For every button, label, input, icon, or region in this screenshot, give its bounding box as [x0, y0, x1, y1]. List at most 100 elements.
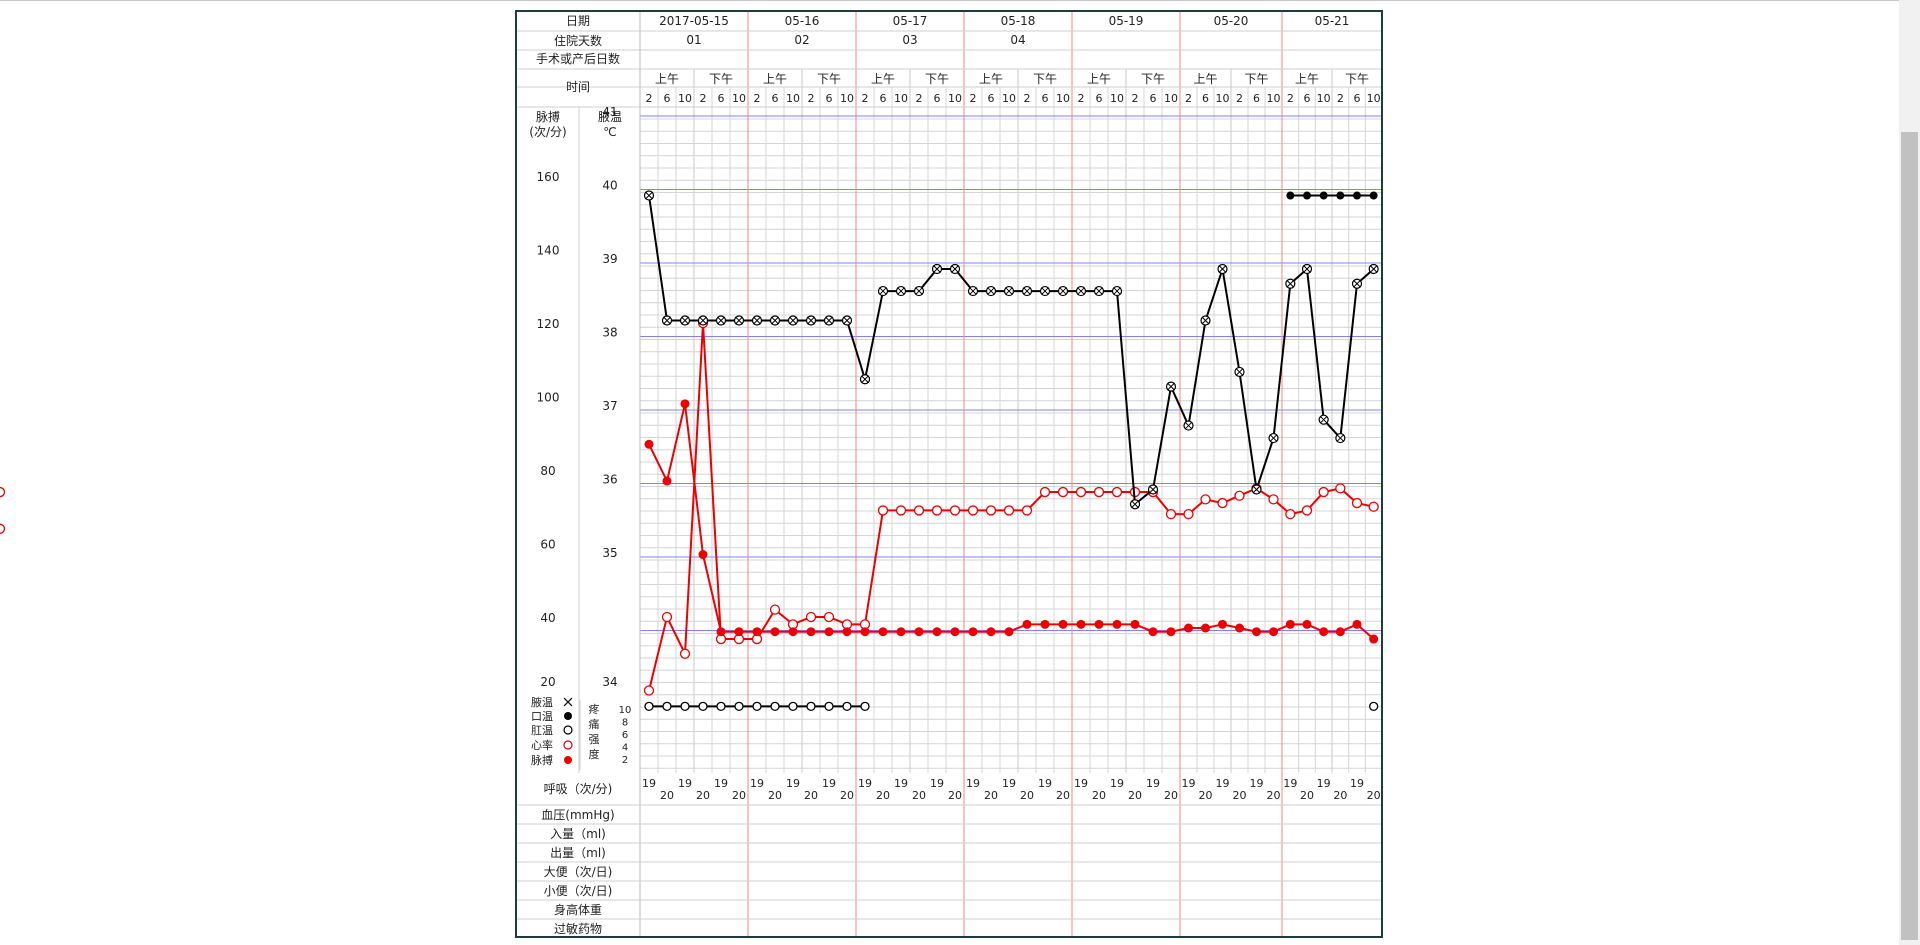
pain-scale-char: 疼	[589, 702, 600, 716]
axillary-temp-point-x	[1005, 287, 1013, 295]
hour-label: 2	[754, 92, 761, 105]
date-cell: 05-19	[1109, 14, 1144, 28]
pulse-point	[842, 627, 852, 637]
axillary-temp-point-x	[1369, 265, 1378, 273]
rectal-temp-point	[806, 701, 816, 711]
heart-rate-point	[0, 486, 6, 498]
row-label-surgery-days: 手术或产后日数	[536, 51, 620, 66]
pulse-tick: 60	[540, 538, 555, 552]
pulse-point	[698, 550, 708, 560]
oral-temp-point	[1319, 191, 1328, 200]
bottom-row-label: 出量（ml)	[550, 846, 606, 860]
axillary-temp-point-x	[789, 316, 797, 325]
axillary-temp-point-x	[897, 287, 905, 295]
hour-label: 2	[862, 92, 869, 105]
axillary-temp-point-x	[753, 316, 761, 325]
scrollbar-thumb[interactable]	[1901, 132, 1918, 940]
hour-label: 2	[1236, 92, 1243, 105]
axillary-temp-point-x	[915, 287, 923, 295]
respiration-value: 19	[1250, 777, 1264, 790]
sheet-frame	[515, 10, 1383, 938]
respiration-value: 20	[768, 789, 782, 802]
legend-marker-hollow	[563, 725, 573, 735]
pulse-point	[1201, 623, 1210, 633]
heart-rate-point	[661, 611, 673, 623]
hospital-day-cell: 04	[1010, 33, 1025, 47]
respiration-value: 20	[1367, 789, 1381, 802]
respiration-value: 20	[984, 789, 998, 802]
legend-label: 脉搏	[531, 753, 553, 767]
pulse-point	[644, 439, 654, 449]
heart-rate-point	[679, 648, 691, 659]
legend-marker-filled	[564, 712, 572, 720]
axillary-temp-point-x	[861, 375, 869, 384]
pulse-point	[1076, 619, 1086, 629]
respiration-value: 19	[930, 777, 944, 790]
hour-label: 6	[1253, 92, 1260, 105]
axillary-temp-point-x	[969, 287, 977, 295]
hour-label: 6	[826, 92, 833, 105]
rectal-temp-point	[860, 701, 870, 711]
pain-scale-tick: 4	[622, 743, 628, 754]
legend-x-stroke	[563, 697, 573, 707]
rectal-temp-point	[680, 701, 690, 711]
hospital-day-cell: 03	[902, 33, 917, 47]
hospital-day-cell: 01	[686, 33, 701, 47]
pulse-point	[734, 627, 744, 637]
heart-rate-point	[1111, 486, 1123, 498]
rectal-temp-point	[662, 701, 672, 711]
oral-temp-point	[1336, 191, 1345, 200]
respiration-value: 20	[876, 789, 890, 802]
pulse-point	[680, 399, 690, 409]
heart-rate-point	[1368, 501, 1379, 512]
axillary-temp-point-x	[951, 265, 959, 273]
axillary-temp-point-x	[1077, 287, 1085, 295]
oral-temp-point	[1369, 191, 1378, 200]
pain-scale-tick: 10	[619, 705, 632, 716]
hour-label: 10	[1002, 92, 1016, 105]
hour-label: 10	[1110, 92, 1124, 105]
rectal-temp-point	[752, 701, 762, 711]
hour-label: 2	[970, 92, 977, 105]
respiration-value: 19	[1146, 777, 1160, 790]
hour-label: 2	[1287, 92, 1294, 105]
am-label: 上午	[655, 72, 679, 86]
pm-label: 下午	[1345, 72, 1369, 86]
respiration-value: 19	[1216, 777, 1230, 790]
axillary-temp-point-x	[1319, 415, 1328, 424]
pulse-point	[788, 627, 798, 637]
pulse-tick: 160	[537, 170, 560, 184]
axillary-temp-point-x	[1201, 316, 1210, 325]
axillary-temp-point-x	[843, 316, 851, 325]
axillary-temp-point-x	[681, 316, 689, 325]
heart-rate-point	[823, 611, 835, 623]
pulse-point	[716, 627, 726, 637]
axillary-temp-point-x	[879, 287, 887, 295]
hour-label: 6	[664, 92, 671, 105]
heart-rate-point	[1165, 508, 1177, 520]
axillary-temp-point-x	[1252, 485, 1261, 494]
respiration-value: 20	[1092, 789, 1106, 802]
pm-label: 下午	[1244, 72, 1268, 86]
respiration-value: 20	[1300, 789, 1314, 802]
pulse-point	[1184, 623, 1193, 633]
respiration-value: 20	[1164, 789, 1178, 802]
heart-rate-point	[931, 505, 943, 516]
axillary-temp-point-x	[1235, 368, 1244, 376]
row-label-respiration: 呼吸（次/分)	[544, 782, 613, 796]
pulse-point	[860, 627, 870, 637]
heart-rate-point	[985, 505, 997, 516]
pulse-tick: 40	[540, 611, 555, 625]
temp-axis-title: 腋温	[598, 109, 622, 124]
oral-temp-point	[1353, 191, 1361, 200]
axillary-temp-point-x	[1303, 265, 1311, 273]
respiration-value: 19	[714, 777, 728, 790]
axillary-temp-point-x	[1023, 287, 1031, 295]
heart-rate-point	[0, 523, 6, 534]
am-label: 上午	[763, 72, 787, 86]
hour-label: 2	[1185, 92, 1192, 105]
heart-rate-point	[1183, 508, 1194, 520]
pulse-point	[1166, 627, 1176, 637]
axillary-temp-point-x	[825, 316, 833, 325]
axillary-temp-point-x	[1131, 500, 1139, 509]
